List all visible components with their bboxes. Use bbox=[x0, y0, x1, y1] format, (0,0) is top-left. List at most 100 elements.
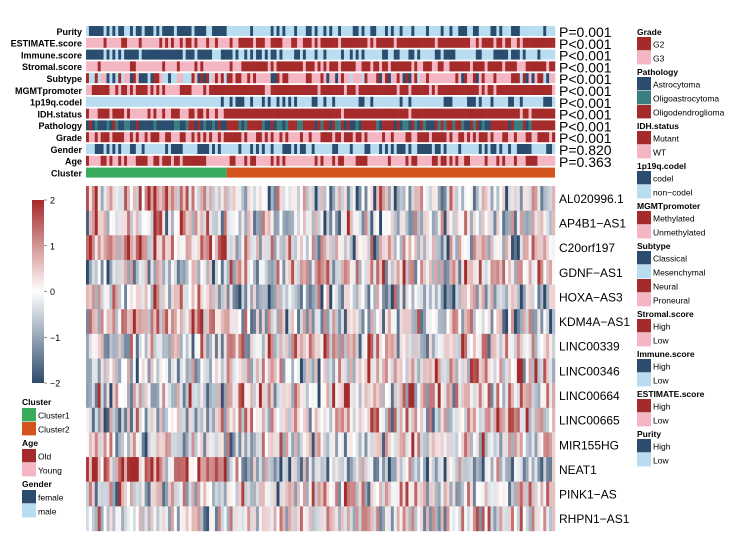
annotation-cell bbox=[379, 155, 383, 166]
annotation-cell bbox=[472, 37, 477, 48]
heatmap-cell bbox=[182, 432, 186, 458]
heatmap-cell bbox=[384, 259, 389, 285]
heatmap-cell bbox=[288, 407, 292, 433]
heatmap-cell bbox=[537, 407, 541, 433]
annotation-cell bbox=[508, 73, 512, 84]
annotation-cell bbox=[423, 132, 427, 143]
annotation-cell bbox=[516, 144, 521, 154]
annotation-cell bbox=[437, 120, 441, 131]
heatmap-cell bbox=[220, 333, 225, 359]
heatmap-cell bbox=[478, 457, 482, 482]
heatmap-cell bbox=[490, 259, 494, 285]
annotation-cell bbox=[203, 132, 207, 143]
annotation-cell bbox=[115, 96, 119, 107]
annotation-cell bbox=[513, 144, 518, 154]
heatmap-cell bbox=[511, 259, 515, 285]
annotation-cell bbox=[475, 96, 480, 107]
heatmap-cell bbox=[197, 358, 201, 384]
annotation-cell bbox=[522, 120, 526, 131]
heatmap-cell bbox=[261, 284, 266, 310]
annotation-cell bbox=[414, 49, 418, 60]
annotation-cell bbox=[235, 85, 239, 95]
heatmap-cell bbox=[467, 383, 471, 408]
heatmap-cell bbox=[311, 481, 315, 507]
heatmap-cell bbox=[449, 383, 453, 408]
heatmap-cell bbox=[106, 506, 110, 532]
annotation-cell bbox=[302, 108, 307, 119]
annotation-cell bbox=[118, 144, 122, 154]
annotation-cell bbox=[341, 144, 345, 154]
annotation-cell bbox=[373, 96, 377, 107]
annotation-cell bbox=[475, 49, 480, 60]
annotation-cell bbox=[332, 85, 336, 95]
heatmap-cell bbox=[112, 186, 116, 211]
annotation-cell bbox=[311, 108, 315, 119]
annotation-cell bbox=[519, 96, 524, 107]
heatmap-cell bbox=[147, 333, 151, 359]
heatmap-cell bbox=[179, 259, 183, 285]
heatmap-cell bbox=[455, 481, 459, 507]
heatmap-cell bbox=[86, 284, 90, 310]
heatmap-cell bbox=[232, 259, 236, 285]
annotation-cell bbox=[490, 61, 494, 72]
annotation-cell bbox=[411, 120, 415, 131]
annotation-cell bbox=[141, 73, 145, 84]
annotation-label-1p19q-codel: 1p19q.codel bbox=[30, 98, 82, 108]
heatmap-cell bbox=[519, 333, 524, 359]
heatmap-cell bbox=[267, 309, 271, 335]
heatmap-cell bbox=[223, 432, 227, 458]
annotation-cell bbox=[449, 85, 453, 95]
annotation-cell bbox=[405, 61, 409, 72]
heatmap-cell bbox=[124, 506, 128, 532]
annotation-cell bbox=[162, 132, 166, 143]
heatmap-cell bbox=[402, 358, 406, 384]
heatmap-cell bbox=[373, 309, 377, 335]
heatmap-cell bbox=[159, 333, 163, 359]
annotation-cell bbox=[384, 37, 389, 48]
annotation-cell bbox=[475, 73, 480, 84]
heatmap-cell bbox=[235, 259, 239, 285]
annotation-cell bbox=[525, 144, 529, 154]
annotation-cell bbox=[247, 61, 251, 72]
annotation-cell bbox=[361, 120, 365, 131]
gene-label: C20orf197 bbox=[559, 241, 615, 255]
heatmap-cell bbox=[402, 383, 406, 408]
heatmap-cell bbox=[546, 481, 550, 507]
annotation-cell bbox=[173, 155, 178, 166]
heatmap-cell bbox=[212, 259, 216, 285]
heatmap-cell bbox=[109, 506, 113, 532]
heatmap-cell bbox=[121, 309, 125, 335]
annotation-cell bbox=[399, 120, 403, 131]
heatmap-cell bbox=[437, 309, 441, 335]
heatmap-cell bbox=[531, 383, 535, 408]
heatmap-cell bbox=[546, 259, 550, 285]
heatmap-cell bbox=[129, 235, 134, 261]
annotation-cell bbox=[464, 120, 468, 131]
heatmap-cell bbox=[540, 383, 544, 408]
annotation-cell bbox=[121, 144, 125, 154]
annotation-cell bbox=[217, 26, 222, 36]
annotation-cell bbox=[329, 155, 333, 166]
annotation-cell bbox=[478, 155, 482, 166]
heatmap-cell bbox=[88, 309, 93, 335]
heatmap-cell bbox=[88, 481, 93, 507]
annotation-cell bbox=[329, 49, 333, 60]
annotation-cell bbox=[346, 85, 351, 95]
heatmap-cell bbox=[311, 186, 315, 211]
annotation-cell bbox=[100, 49, 104, 60]
annotation-cell bbox=[106, 85, 110, 95]
heatmap-cell bbox=[185, 309, 189, 335]
annotation-cell bbox=[543, 61, 547, 72]
annotation-cell bbox=[235, 26, 239, 36]
annotation-cell bbox=[323, 73, 327, 84]
heatmap-cell bbox=[118, 383, 122, 408]
heatmap-cell bbox=[302, 506, 307, 532]
annotation-cell bbox=[428, 49, 433, 60]
annotation-cell bbox=[209, 155, 213, 166]
heatmap-cell bbox=[443, 358, 447, 384]
heatmap-cell bbox=[258, 481, 263, 507]
annotation-cell bbox=[338, 144, 342, 154]
annotation-cell bbox=[100, 120, 104, 131]
heatmap-cell bbox=[323, 432, 327, 458]
heatmap-cell bbox=[179, 432, 183, 458]
